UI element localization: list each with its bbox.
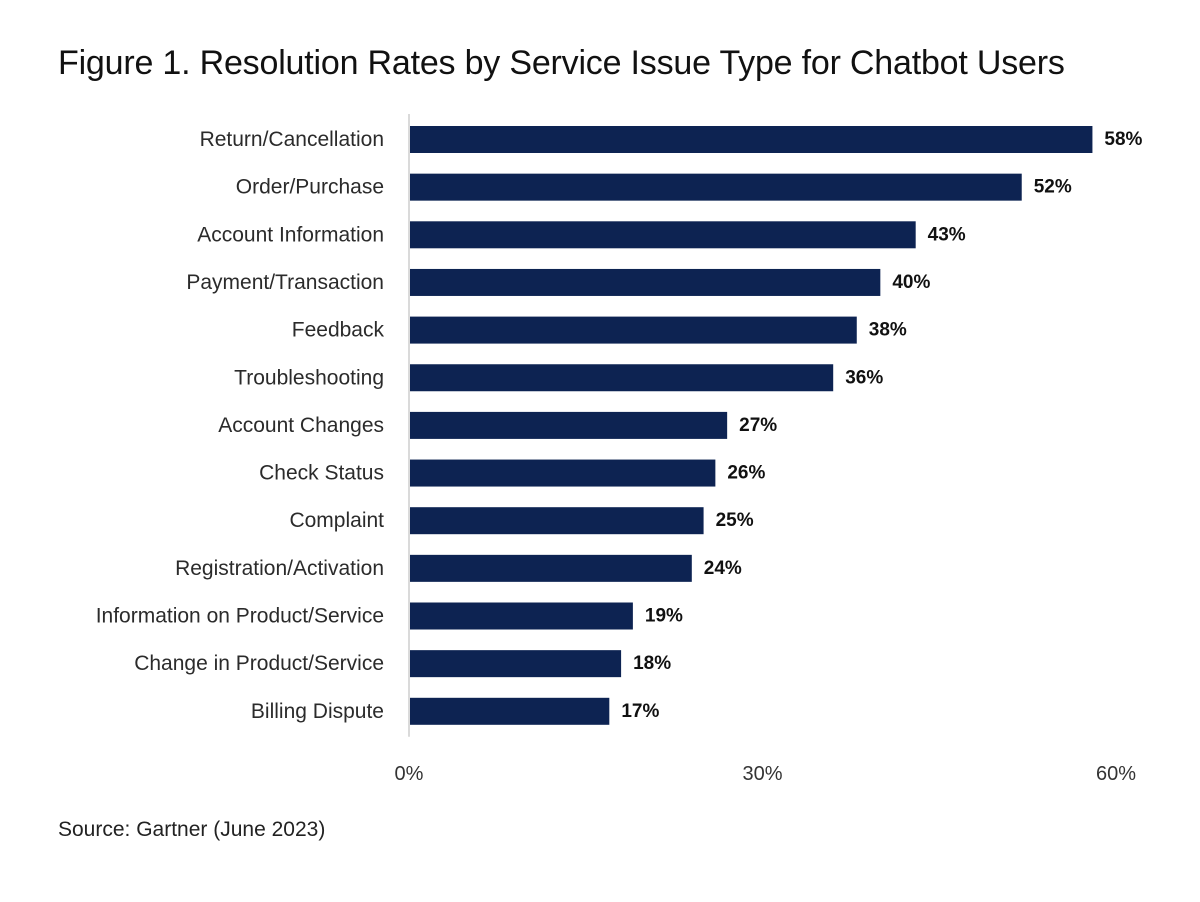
bar [410,507,704,535]
bar [410,459,716,487]
x-tick-labels-group: 0% 30% 60% [395,763,1137,785]
category-label: Information on Product/Service [96,605,384,628]
category-labels-group: Return/Cancellation Order/Purchase Account… [96,128,385,723]
bar [410,316,857,344]
bar [410,364,834,392]
value-label: 17% [621,701,659,722]
value-label: 38% [869,320,907,341]
x-tick-label: 0% [395,763,424,785]
value-label: 25% [716,510,754,531]
value-labels-group: 58% 52% 43% 40% 38% 36% 27% 26% 25% 24% 19% 18% 17% [621,129,1142,722]
value-label: 19% [645,606,683,627]
bar [410,697,610,725]
x-tick-label: 30% [742,763,782,785]
x-tick-label: 60% [1096,763,1136,785]
category-label: Account Information [197,223,384,246]
category-label: Feedback [292,319,385,342]
category-label: Billing Dispute [251,700,384,723]
category-label: Change in Product/Service [134,652,384,675]
bar [410,650,622,678]
value-label: 58% [1104,129,1142,150]
chart-title: Figure 1. Resolution Rates by Service Is… [58,44,1065,82]
category-label: Payment/Transaction [186,271,384,294]
category-label: Account Changes [218,414,384,437]
value-label: 52% [1034,177,1072,198]
bar [410,126,1093,153]
value-label: 18% [633,653,671,674]
bar [410,173,1022,201]
value-label: 24% [704,558,742,579]
category-label: Check Status [259,462,384,485]
bar [410,221,916,249]
value-label: 40% [892,272,930,293]
bars-group [410,126,1093,725]
source-note: Source: Gartner (June 2023) [58,818,326,841]
category-label: Complaint [289,509,384,532]
category-label: Order/Purchase [236,176,384,199]
value-label: 27% [739,415,777,436]
bar [410,268,881,296]
bar [410,411,728,439]
category-label: Troubleshooting [234,366,384,389]
value-label: 26% [727,463,765,484]
category-label: Registration/Activation [175,557,384,580]
value-label: 36% [845,367,883,388]
value-label: 43% [928,224,966,245]
bar [410,554,692,582]
bar [410,602,633,630]
category-label: Return/Cancellation [200,128,384,151]
